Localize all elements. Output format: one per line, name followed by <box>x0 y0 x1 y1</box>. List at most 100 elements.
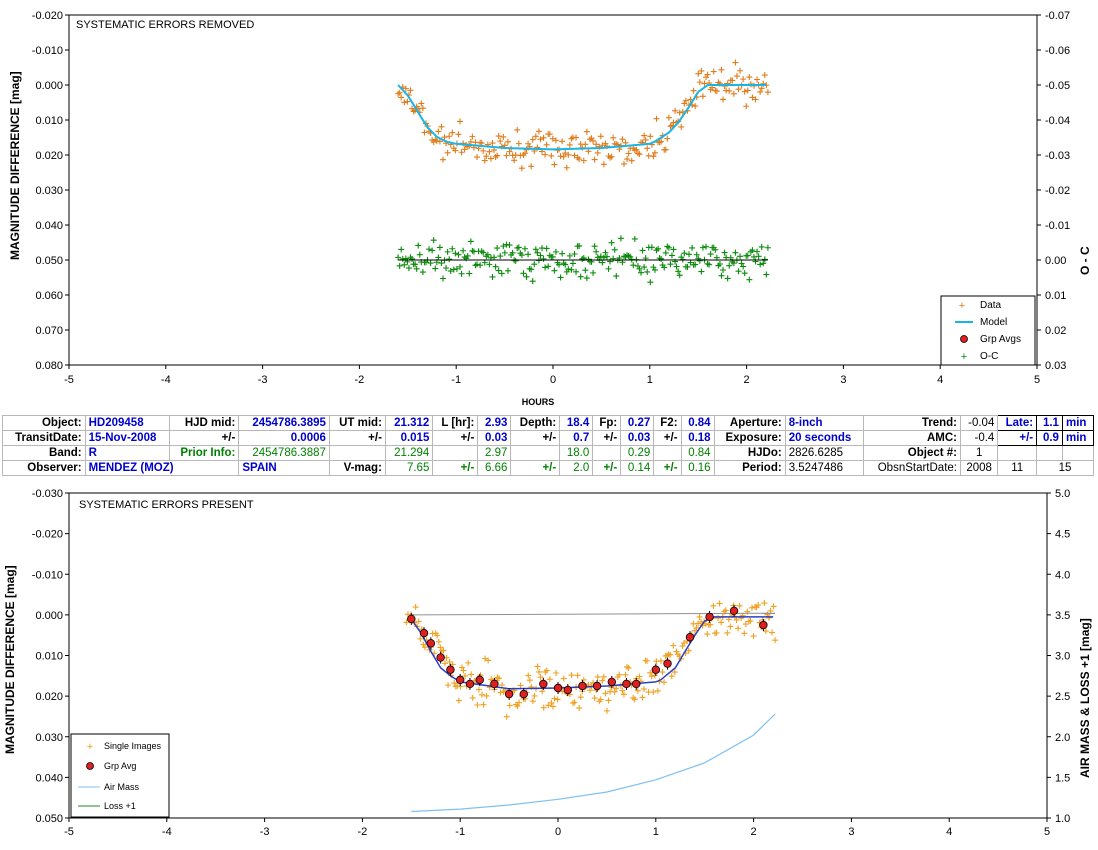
obs-start-day: 15 <box>1036 460 1094 476</box>
oc-point <box>458 270 465 277</box>
single-image-point <box>537 674 544 681</box>
top-y2-axis-label: O - C <box>1078 246 1092 275</box>
x-tick-label: 5 <box>1034 374 1040 386</box>
oc-point <box>443 264 450 271</box>
data-point <box>713 88 720 95</box>
data-point <box>535 128 542 135</box>
x-tick-label: -1 <box>455 826 465 838</box>
oc-point <box>582 267 589 274</box>
data-point <box>506 148 513 155</box>
legend-model-label: Model <box>980 317 1007 328</box>
data-point <box>752 96 759 103</box>
oc-point <box>537 252 544 259</box>
oc-point <box>661 264 668 271</box>
y2-tick-label: 0.01 <box>1045 290 1066 302</box>
observer-value: MENDEZ (MOZ) <box>84 460 240 476</box>
single-image-point <box>497 689 504 696</box>
data-point <box>562 150 569 157</box>
single-image-point <box>722 607 729 614</box>
data-point <box>622 139 629 146</box>
blank-cell <box>1036 445 1063 461</box>
oc-point <box>409 255 416 262</box>
oc-point <box>655 245 662 252</box>
vmag-value: 7.65 <box>384 460 434 476</box>
oc-point <box>670 246 677 253</box>
oc-point <box>754 248 761 255</box>
oc-point <box>617 235 624 242</box>
pm-value-3: 0.14 <box>620 460 655 476</box>
ut-mid-value: 21.312 <box>384 415 434 431</box>
single-image-point <box>516 699 523 706</box>
single-image-point <box>434 632 441 639</box>
single-image-point <box>657 657 664 664</box>
top-axis-ticks: -5 -4 -3 -2 -1 0 1 2 3 4 5 -0.020 -0.010 0.000 0.010 0.… <box>32 10 1070 386</box>
data-point <box>438 123 445 130</box>
single-image-point <box>713 629 720 636</box>
oc-point <box>457 263 464 270</box>
single-image-point <box>727 623 734 630</box>
single-image-point <box>412 604 419 611</box>
oc-point <box>515 244 522 251</box>
oc-point <box>489 273 496 280</box>
data-point <box>449 129 456 136</box>
legend-oc-label: O-C <box>980 351 998 362</box>
data-point <box>678 123 685 130</box>
data-point <box>458 149 465 156</box>
grp-avg-point <box>685 633 695 642</box>
hjd-mid-value: 2454786.3895 <box>238 415 330 431</box>
data-point <box>504 138 511 145</box>
data-point <box>481 157 488 164</box>
single-image-point <box>441 660 448 667</box>
data-point <box>757 88 764 95</box>
oc-point <box>636 265 643 272</box>
oc-point <box>568 266 575 273</box>
bottom-plot-area <box>68 492 1048 819</box>
oc-point <box>590 269 597 276</box>
grp-avg-point <box>446 665 455 674</box>
single-image-point <box>679 643 686 650</box>
data-point <box>749 94 756 101</box>
late-value: 1.1 <box>1036 415 1063 431</box>
oc-point <box>576 242 583 249</box>
single-image-point <box>702 620 709 627</box>
single-image-point <box>696 613 703 620</box>
single-image-point <box>482 655 489 662</box>
data-point <box>441 134 448 141</box>
grp-avg-point <box>759 620 768 630</box>
data-point <box>619 136 626 143</box>
y-tick-label: 0.040 <box>35 772 63 784</box>
data-point <box>421 129 428 136</box>
blank-cell <box>510 445 561 461</box>
hjd-error: 0.0006 <box>238 430 330 446</box>
x-tick-label: 2 <box>751 826 757 838</box>
grp-avg-point <box>622 679 631 689</box>
top-plot-area <box>68 14 1038 366</box>
data-point <box>718 66 725 73</box>
x-tick-label: 3 <box>840 374 846 386</box>
grp-avg-point <box>607 677 616 687</box>
x-tick-label: 4 <box>937 374 943 386</box>
oc-point <box>480 249 487 256</box>
oc-point <box>549 253 556 260</box>
data-point <box>690 87 697 94</box>
data-point <box>419 105 426 112</box>
oc-point <box>452 250 459 257</box>
oc-point <box>551 267 558 274</box>
data-point <box>401 99 408 106</box>
blank-cell <box>592 445 622 461</box>
oc-point <box>477 262 484 269</box>
late-label: Late: <box>997 415 1038 431</box>
grp-avg-point <box>426 639 436 648</box>
oc-point <box>644 268 651 275</box>
single-image-point <box>622 671 629 678</box>
single-image-point <box>747 618 754 625</box>
legend-single-marker: + <box>87 741 93 753</box>
oc-point <box>429 247 436 254</box>
oc-point <box>494 245 501 252</box>
oc-point <box>703 243 710 250</box>
late-error: 0.9 <box>1036 430 1063 446</box>
oc-point <box>692 261 699 268</box>
oc-point <box>427 260 434 267</box>
single-image-point <box>415 618 422 625</box>
depth-pm-label: +/- <box>510 430 561 446</box>
